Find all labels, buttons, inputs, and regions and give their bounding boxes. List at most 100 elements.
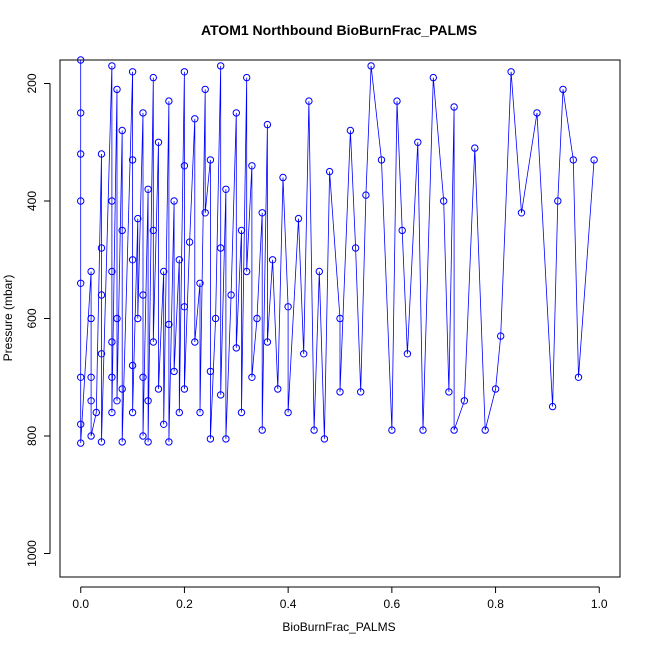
data-point bbox=[108, 373, 116, 381]
data-point bbox=[77, 373, 85, 381]
data-point bbox=[185, 238, 194, 246]
y-tick-label: 400 bbox=[25, 191, 39, 211]
data-point bbox=[149, 73, 158, 82]
data-point bbox=[97, 244, 106, 252]
data-point bbox=[196, 408, 204, 417]
data-point bbox=[108, 338, 116, 346]
data-point bbox=[97, 291, 106, 299]
data-point bbox=[497, 332, 505, 340]
data-point bbox=[128, 408, 137, 417]
data-point bbox=[108, 62, 116, 70]
data-point bbox=[263, 120, 272, 129]
data-point bbox=[274, 385, 282, 393]
data-point bbox=[128, 156, 137, 164]
data-point bbox=[206, 435, 215, 443]
data-point bbox=[548, 402, 557, 411]
data-point bbox=[248, 162, 256, 170]
data-point bbox=[180, 162, 189, 170]
data-point bbox=[357, 388, 365, 396]
data-point bbox=[170, 197, 178, 205]
data-point bbox=[398, 226, 406, 235]
data-point bbox=[175, 256, 184, 264]
data-point bbox=[237, 226, 246, 235]
data-point bbox=[217, 244, 225, 252]
data-point bbox=[87, 432, 95, 440]
data-point bbox=[165, 320, 173, 329]
data-point bbox=[232, 344, 241, 352]
data-point bbox=[170, 367, 178, 376]
data-point bbox=[128, 256, 137, 264]
x-tick-label: 0.6 bbox=[384, 597, 401, 611]
data-point bbox=[460, 397, 469, 405]
x-tick-label: 1.0 bbox=[591, 597, 608, 611]
data-point bbox=[77, 150, 85, 158]
data-point bbox=[450, 103, 458, 111]
data-point bbox=[346, 126, 355, 135]
data-point bbox=[279, 173, 287, 182]
data-point bbox=[574, 373, 583, 381]
data-point bbox=[160, 420, 168, 428]
data-point bbox=[77, 56, 85, 64]
data-point bbox=[294, 214, 303, 223]
data-point bbox=[191, 338, 199, 346]
data-point bbox=[97, 438, 106, 446]
data-point bbox=[232, 109, 241, 117]
x-axis-title: BioBurnFrac_PALMS bbox=[282, 620, 395, 634]
data-point bbox=[118, 385, 126, 393]
data-point bbox=[113, 397, 121, 405]
data-point bbox=[217, 62, 225, 70]
data-point bbox=[92, 408, 101, 417]
data-point bbox=[403, 350, 412, 358]
data-point bbox=[533, 109, 541, 117]
data-point bbox=[134, 214, 142, 223]
data-point bbox=[77, 439, 85, 447]
data-point bbox=[149, 338, 158, 346]
series-line bbox=[80, 60, 595, 444]
data-point bbox=[165, 438, 173, 446]
x-axis: 0.0 0.2 0.4 0.6 0.8 1.0 bbox=[72, 586, 608, 611]
data-point bbox=[108, 408, 116, 417]
data-point bbox=[388, 426, 396, 434]
data-point bbox=[590, 156, 598, 164]
x-tick-label: 0.8 bbox=[487, 597, 504, 611]
data-point bbox=[206, 156, 215, 164]
data-point bbox=[362, 191, 370, 199]
data-point bbox=[310, 426, 318, 434]
data-point bbox=[253, 314, 261, 323]
data-point bbox=[154, 385, 163, 393]
data-point bbox=[87, 267, 95, 276]
data-point bbox=[191, 115, 199, 123]
data-point bbox=[139, 432, 147, 440]
y-axis-title: Pressure (mbar) bbox=[1, 275, 15, 362]
data-point bbox=[559, 85, 567, 94]
data-point bbox=[258, 209, 266, 217]
data-point bbox=[320, 435, 329, 443]
data-point bbox=[77, 420, 85, 428]
data-point bbox=[517, 209, 526, 217]
data-marks bbox=[77, 56, 598, 447]
data-point bbox=[180, 385, 189, 393]
data-point bbox=[206, 367, 215, 376]
data-point bbox=[377, 156, 386, 164]
data-point bbox=[471, 144, 479, 152]
data-point bbox=[367, 62, 375, 70]
data-point bbox=[113, 314, 121, 323]
data-point bbox=[263, 338, 272, 346]
data-point bbox=[227, 291, 235, 299]
y-tick-label: 200 bbox=[25, 73, 39, 93]
data-point bbox=[284, 408, 292, 417]
data-point bbox=[113, 85, 121, 94]
data-point bbox=[97, 350, 106, 358]
data-point bbox=[305, 97, 313, 105]
data-point bbox=[300, 350, 308, 358]
data-point bbox=[118, 226, 126, 235]
plot-frame bbox=[59, 59, 621, 578]
data-point bbox=[128, 68, 137, 76]
data-point bbox=[134, 314, 142, 323]
data-point bbox=[217, 391, 225, 399]
data-point bbox=[414, 138, 422, 147]
data-point bbox=[569, 156, 577, 164]
data-point bbox=[165, 97, 173, 105]
